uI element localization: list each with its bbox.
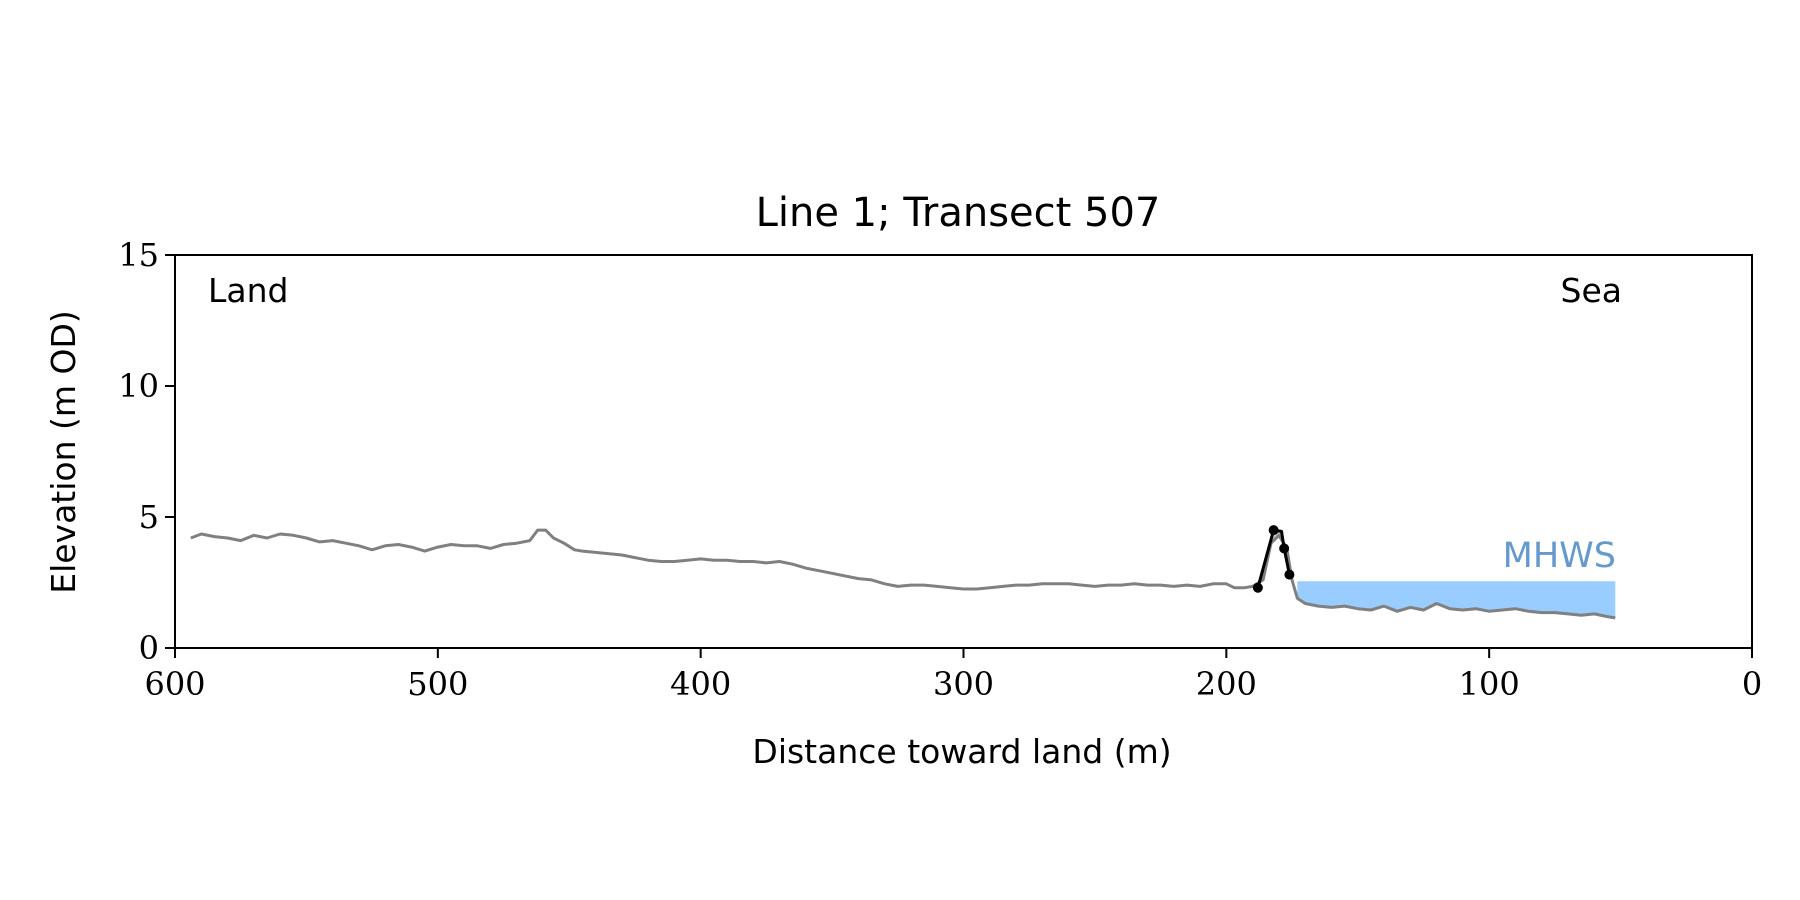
x-tick-label: 500: [407, 665, 468, 703]
mhws-label: MHWS: [1503, 536, 1616, 576]
profile-line: [190, 528, 1616, 620]
land-label: Land: [208, 271, 288, 310]
axis-ticks: 600 500 400 300 200 100 0 0 5 10 15: [118, 236, 1762, 703]
x-tick-label: 100: [1459, 665, 1520, 703]
dune-point: [1252, 582, 1263, 593]
y-tick-label: 10: [118, 367, 159, 405]
mhws-water-fill: [1297, 581, 1616, 618]
y-tick-label: 5: [139, 498, 159, 536]
y-axis-label: Elevation (m OD): [44, 310, 83, 594]
x-tick-label: 300: [933, 665, 994, 703]
x-tick-label: 400: [670, 665, 731, 703]
chart-title: Line 1; Transect 507: [756, 190, 1161, 236]
dune-point: [1279, 543, 1290, 554]
x-tick-label: 200: [1196, 665, 1257, 703]
y-tick-label: 15: [118, 236, 159, 274]
x-tick-label: 600: [144, 665, 205, 703]
y-tick-label: 0: [139, 629, 159, 667]
plot-area: MHWS: [190, 525, 1616, 620]
dune-point: [1268, 525, 1279, 536]
dune-point: [1284, 569, 1295, 580]
sea-label: Sea: [1561, 271, 1622, 310]
x-tick-label: 0: [1742, 665, 1762, 703]
x-axis-label: Distance toward land (m): [752, 732, 1171, 771]
dune-line: [1256, 528, 1291, 589]
